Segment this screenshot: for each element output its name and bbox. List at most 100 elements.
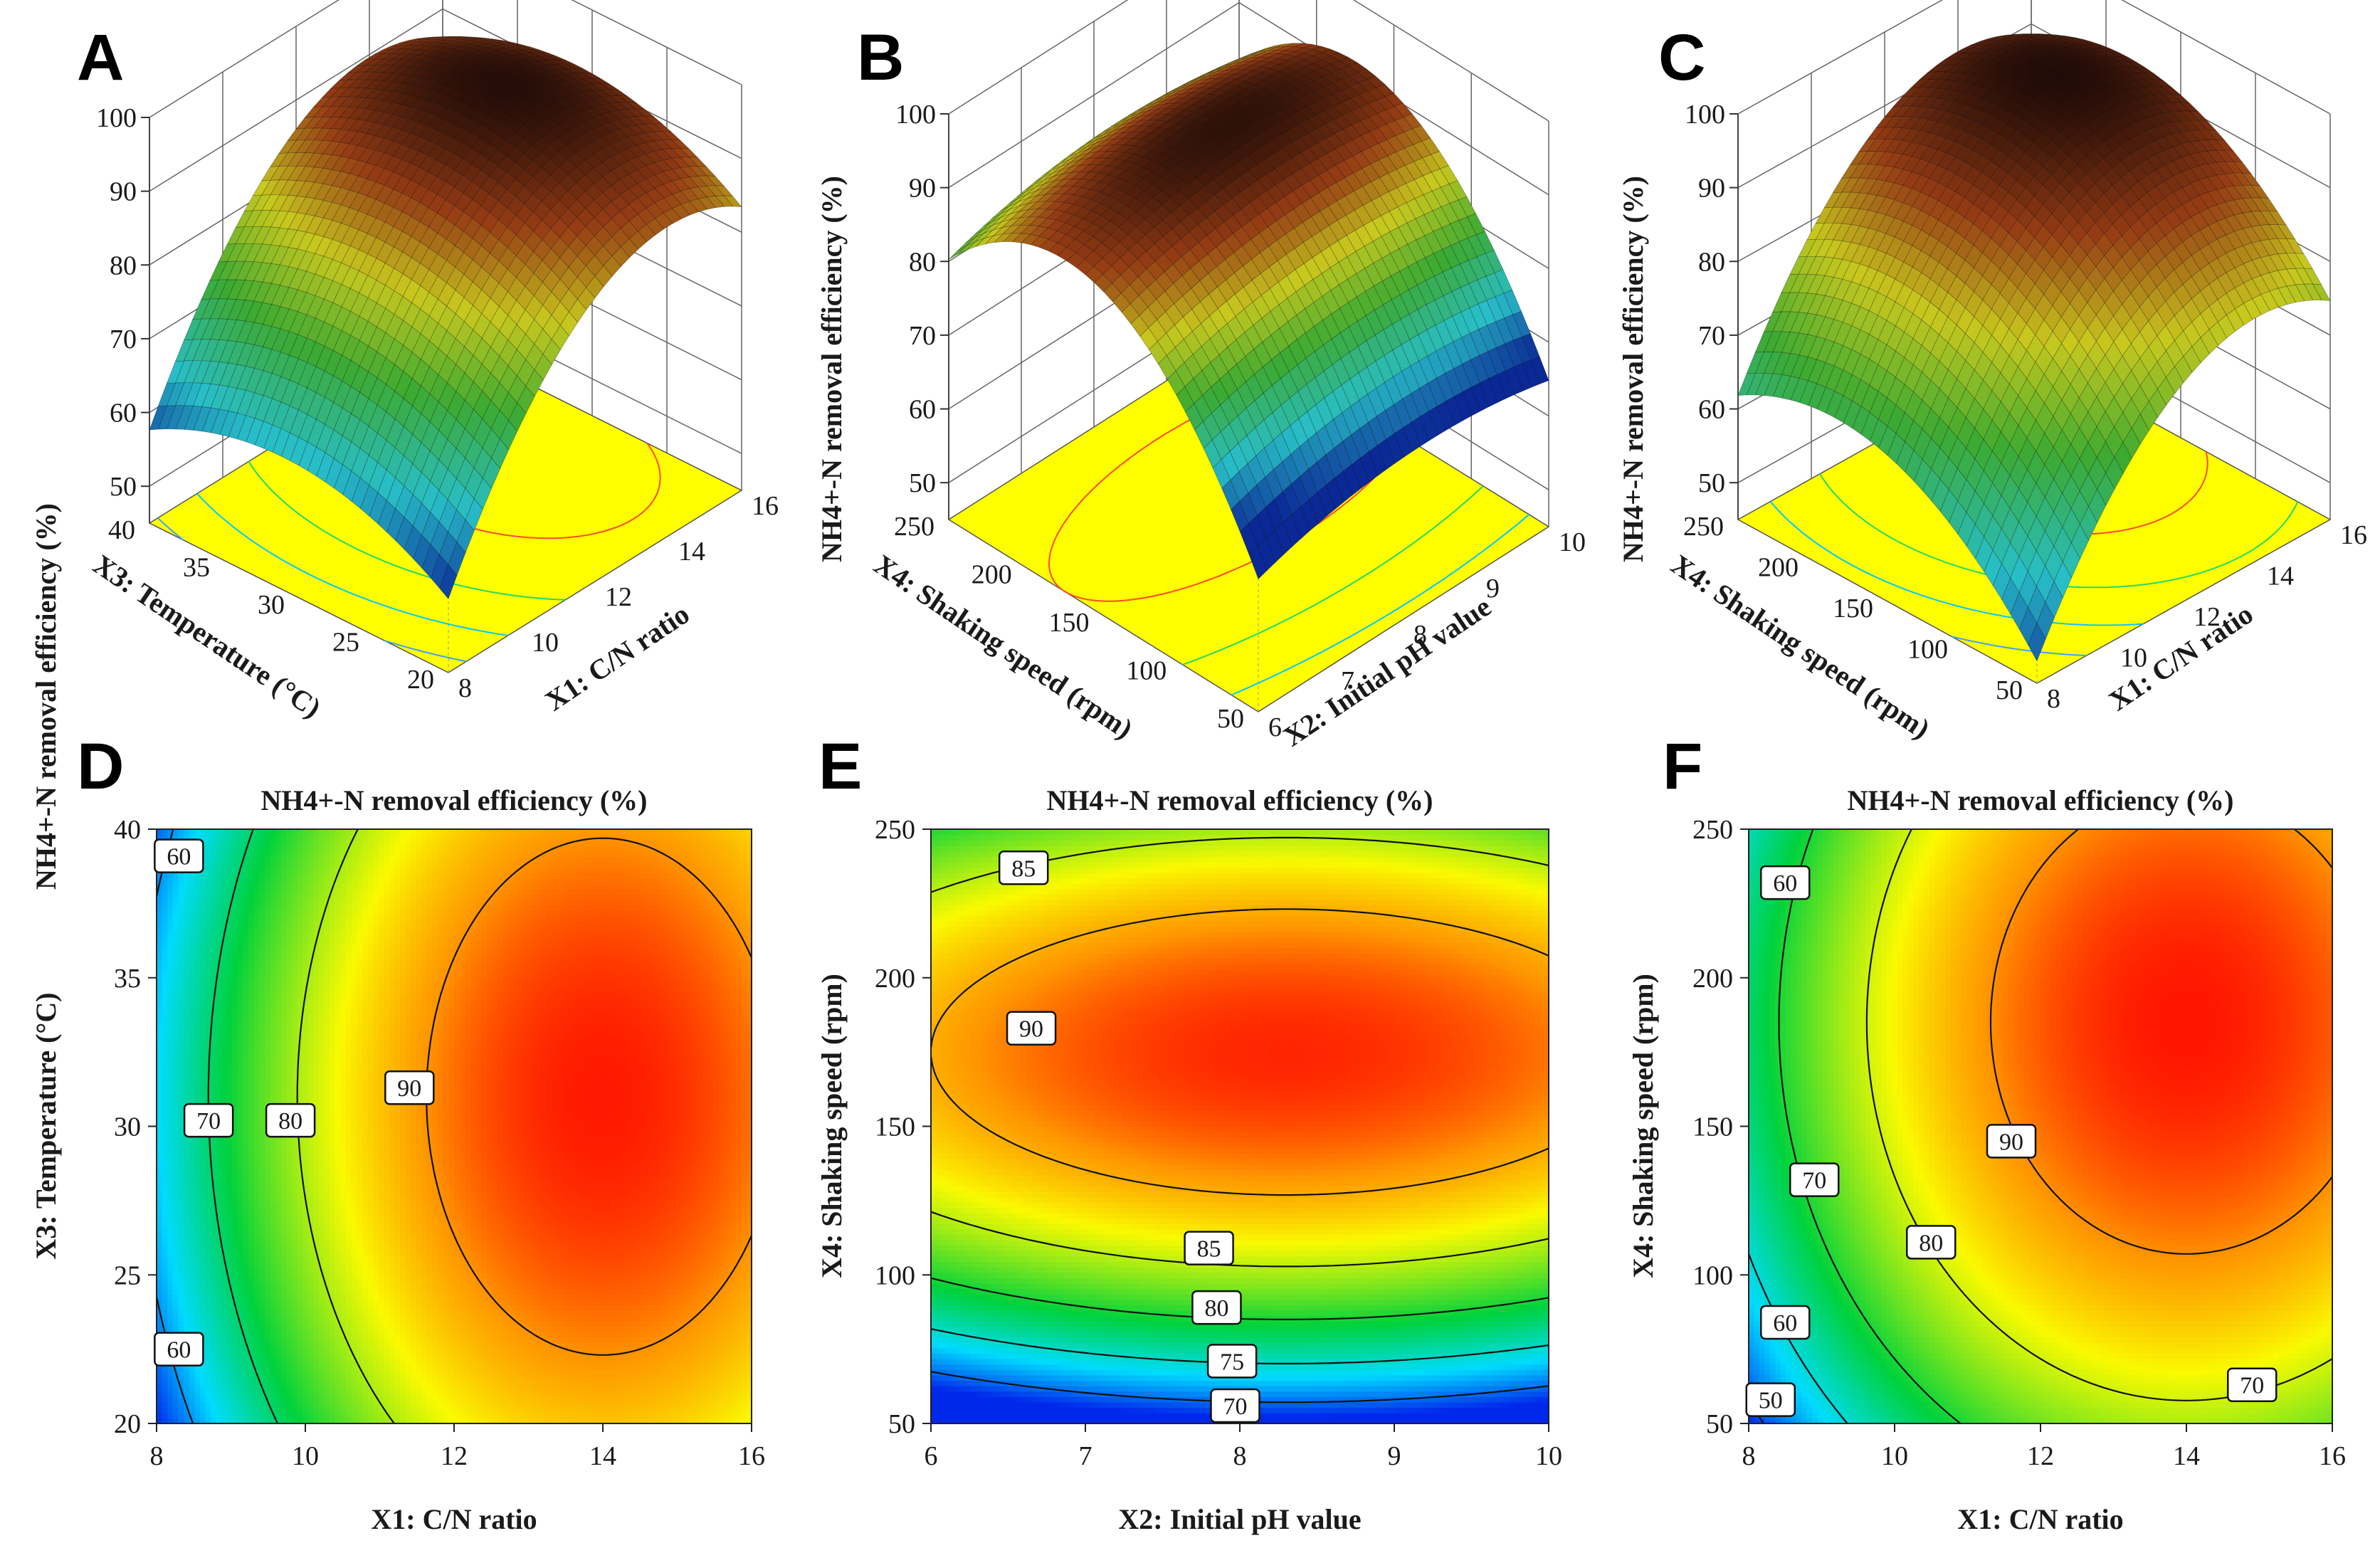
surface-cell bbox=[1207, 78, 1227, 84]
heat-cell bbox=[205, 1385, 211, 1392]
heat-cell bbox=[194, 1013, 201, 1019]
heat-cell bbox=[211, 1283, 217, 1290]
heat-cell bbox=[157, 948, 163, 954]
heat-cell bbox=[216, 1266, 222, 1273]
surface-cell bbox=[1344, 172, 1364, 191]
heat-cell bbox=[216, 851, 222, 857]
heat-cell bbox=[162, 1310, 168, 1316]
heat-cell bbox=[178, 1023, 184, 1030]
surface-cell bbox=[1322, 63, 1342, 73]
heat-cell bbox=[205, 905, 211, 911]
heat-cell bbox=[157, 1180, 163, 1186]
heat-cell bbox=[211, 1412, 217, 1419]
y-tick-label: 25 bbox=[332, 628, 359, 658]
heat-cell bbox=[199, 1083, 206, 1090]
heat-cell bbox=[194, 1212, 201, 1219]
heat-cell bbox=[199, 1164, 206, 1171]
surface-cell bbox=[410, 167, 429, 185]
surface-cell bbox=[522, 85, 542, 96]
heat-cell bbox=[211, 1288, 217, 1295]
heat-cell bbox=[194, 942, 201, 949]
heat-cell bbox=[216, 1396, 222, 1403]
surface-b-zlabel: NH4+-N removal efficiency (%) bbox=[816, 176, 848, 562]
heat-cell bbox=[157, 1174, 163, 1181]
heat-cell bbox=[216, 861, 222, 868]
heat-cell bbox=[157, 1164, 163, 1171]
heat-cell bbox=[172, 1196, 179, 1203]
heat-cell bbox=[211, 937, 217, 944]
heat-cell bbox=[157, 1142, 163, 1149]
surface-cell bbox=[149, 405, 168, 431]
heat-cell bbox=[172, 974, 179, 981]
heat-cell bbox=[178, 905, 184, 911]
heat-cell bbox=[205, 851, 211, 857]
surface-cell bbox=[1060, 152, 1078, 164]
surface-cell bbox=[1094, 128, 1112, 139]
heat-cell bbox=[157, 953, 163, 959]
heat-cell bbox=[172, 980, 179, 986]
heat-cell bbox=[162, 1001, 168, 1009]
heat-cell bbox=[184, 948, 190, 954]
heat-cell bbox=[199, 1407, 206, 1414]
surface-cell bbox=[1107, 167, 1126, 178]
heat-cell bbox=[167, 1028, 174, 1036]
heat-cell bbox=[199, 883, 206, 890]
surface-cell bbox=[512, 58, 532, 65]
heat-cell bbox=[172, 1120, 179, 1127]
surface-cell bbox=[385, 338, 404, 365]
heat-cell bbox=[184, 1137, 190, 1144]
heat-cell bbox=[157, 1093, 163, 1100]
heat-cell bbox=[194, 1186, 201, 1192]
heat-cell bbox=[205, 1234, 211, 1241]
heat-cell bbox=[157, 1212, 163, 1219]
surface-cell bbox=[478, 46, 497, 53]
surface-cell bbox=[368, 432, 387, 463]
heat-cell bbox=[162, 1391, 168, 1397]
heat-cell bbox=[205, 845, 211, 852]
heat-cell bbox=[157, 905, 163, 911]
heat-cell bbox=[167, 1283, 174, 1290]
heat-cell bbox=[184, 1013, 190, 1019]
heat-cell bbox=[205, 1018, 211, 1025]
heat-cell bbox=[194, 905, 201, 911]
heat-cell bbox=[178, 1137, 184, 1144]
heat-cell bbox=[194, 964, 201, 971]
heat-cell bbox=[211, 1293, 217, 1300]
heat-cell bbox=[184, 980, 190, 986]
heat-cell bbox=[157, 1067, 163, 1073]
heat-cell bbox=[211, 1305, 217, 1311]
heat-cell bbox=[199, 921, 206, 927]
surface-cell bbox=[516, 309, 535, 335]
heat-cell bbox=[216, 937, 222, 944]
surface-cell bbox=[1441, 223, 1460, 246]
surface-cell bbox=[1342, 110, 1361, 126]
heat-cell bbox=[221, 1337, 228, 1343]
surface-cell bbox=[1276, 50, 1296, 56]
surface-cell bbox=[1303, 49, 1322, 56]
heat-cell bbox=[167, 1385, 174, 1392]
heat-cell bbox=[189, 1196, 195, 1203]
heat-cell bbox=[199, 1305, 206, 1311]
heat-cell bbox=[199, 1061, 206, 1068]
heat-cell bbox=[184, 1369, 190, 1376]
heat-cell bbox=[199, 1142, 206, 1149]
heat-cell bbox=[157, 1072, 163, 1078]
z-tick-label: 70 bbox=[110, 325, 137, 354]
heat-cell bbox=[211, 1364, 217, 1370]
heat-cell bbox=[167, 1239, 174, 1246]
heat-cell bbox=[194, 1385, 201, 1392]
heat-cell bbox=[216, 1142, 222, 1149]
heat-cell bbox=[184, 926, 190, 933]
heat-cell bbox=[172, 1320, 179, 1327]
heat-cell bbox=[189, 1310, 195, 1316]
heat-cell bbox=[216, 1310, 222, 1316]
heat-cell bbox=[178, 888, 184, 895]
surface-cell bbox=[439, 564, 458, 600]
heat-cell bbox=[167, 986, 174, 992]
heat-cell bbox=[199, 1212, 206, 1219]
heat-cell bbox=[199, 915, 206, 922]
heat-cell bbox=[162, 1034, 168, 1041]
heat-cell bbox=[194, 829, 201, 836]
heat-cell bbox=[205, 1169, 211, 1176]
